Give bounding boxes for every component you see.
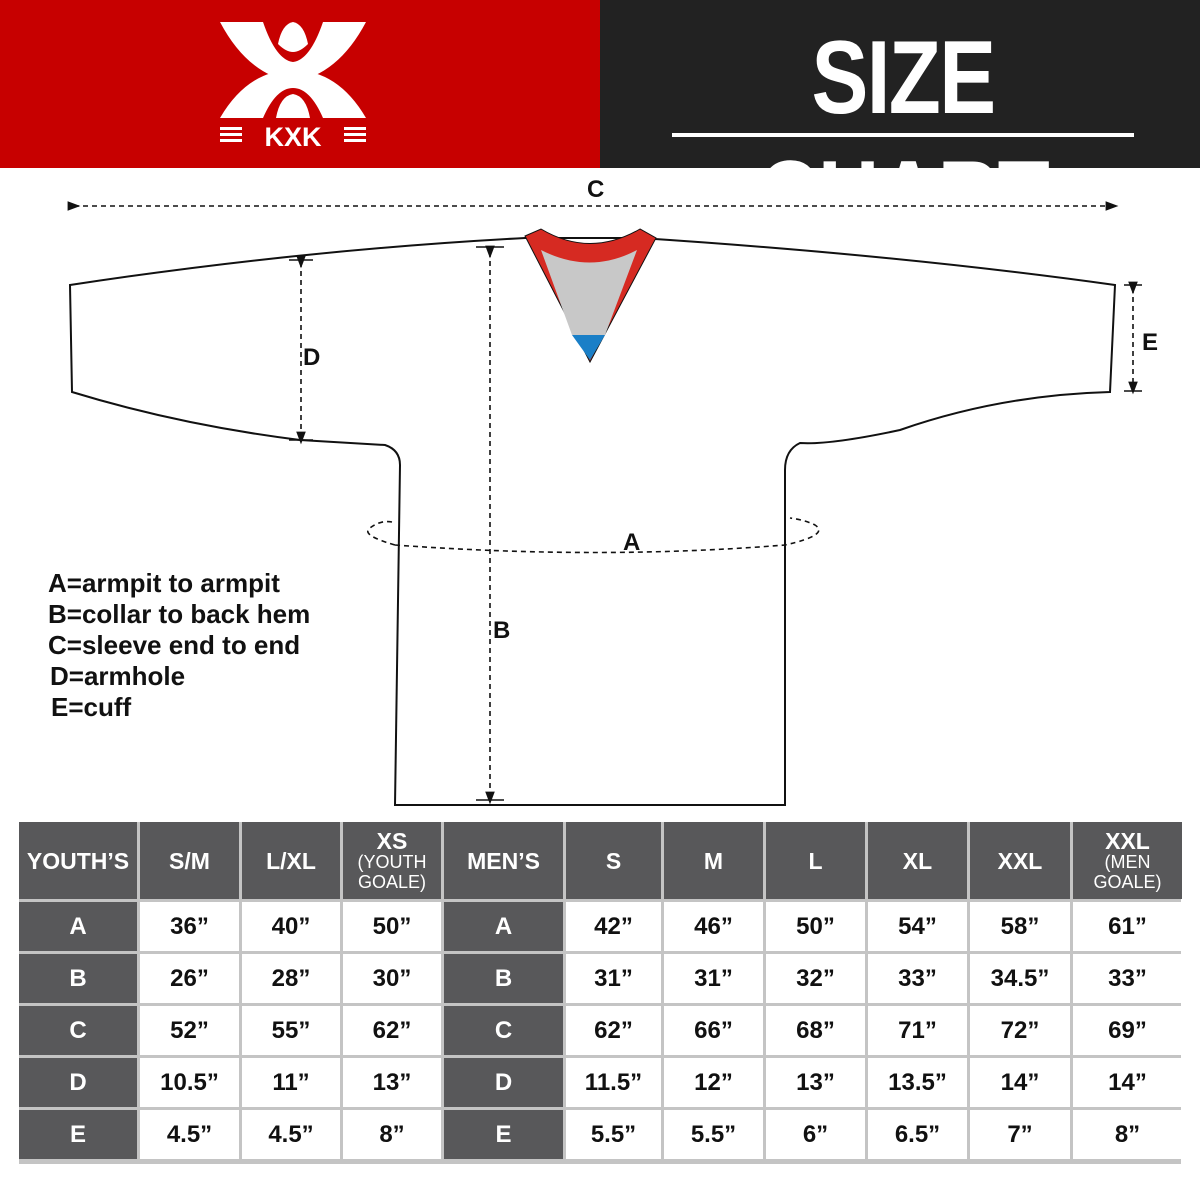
table-cell: 11.5” (566, 1058, 661, 1107)
table-row: D 10.5” 11” 13” D 11.5” 12” 13” 13.5” 14” 14” (19, 1058, 1182, 1107)
size-table: YOUTH’S S/M L/XL XS (YOUTH GOALE) MEN’S S … (16, 819, 1185, 1162)
logo-text: KXK (264, 122, 322, 150)
table-cell: 52” (140, 1006, 239, 1055)
table-cell: 30” (343, 954, 441, 1003)
table-row: B 26” 28” 30” B 31” 31” 32” 33” 34.5” 33” (19, 954, 1182, 1003)
header-title-panel (600, 0, 1200, 168)
table-cell: 11” (242, 1058, 340, 1107)
table-cell: 28” (242, 954, 340, 1003)
table-cell: 6.5” (868, 1110, 967, 1159)
table-cell: 55” (242, 1006, 340, 1055)
table-cell: 50” (766, 902, 865, 951)
collar-tip (572, 335, 605, 360)
table-cell: 31” (566, 954, 661, 1003)
table-row: A 36” 40” 50” A 42” 46” 50” 54” 58” 61” (19, 902, 1182, 951)
table-cell: 6” (766, 1110, 865, 1159)
row-label-youth: B (19, 954, 137, 1003)
measurement-legend: A=armpit to armpit B=collar to back hem … (48, 568, 310, 723)
table-cell: 36” (140, 902, 239, 951)
label-c: C (587, 176, 605, 203)
table-cell: 33” (868, 954, 967, 1003)
col-header: XXL (MEN GOALE) (1073, 822, 1182, 899)
table-cell: 61” (1073, 902, 1182, 951)
table-cell: 58” (970, 902, 1070, 951)
table-cell: 5.5” (664, 1110, 763, 1159)
measure-a-line (367, 517, 820, 554)
page-title: SIZE CHART (757, 20, 1050, 256)
jersey-diagram (67, 201, 1142, 806)
col-header: L (766, 822, 865, 899)
legend-item: C=sleeve end to end (48, 630, 301, 660)
kxk-logo: KXK (220, 22, 366, 150)
row-label-men: A (444, 902, 563, 951)
row-label-youth: C (19, 1006, 137, 1055)
collar-inner (541, 250, 637, 335)
youth-header: YOUTH’S (19, 822, 137, 899)
legend-item: A=armpit to armpit (48, 568, 280, 598)
row-label-men: C (444, 1006, 563, 1055)
table-row: E 4.5” 4.5” 8” E 5.5” 5.5” 6” 6.5” 7” 8” (19, 1110, 1182, 1159)
table-cell: 4.5” (242, 1110, 340, 1159)
table-cell: 14” (1073, 1058, 1182, 1107)
table-cell: 8” (343, 1110, 441, 1159)
title-underline (672, 133, 1134, 137)
table-cell: 32” (766, 954, 865, 1003)
table-cell: 10.5” (140, 1058, 239, 1107)
legend-item: B=collar to back hem (48, 599, 311, 629)
table-cell: 13” (766, 1058, 865, 1107)
table-cell: 54” (868, 902, 967, 951)
row-label-men: B (444, 954, 563, 1003)
col-header: XL (868, 822, 967, 899)
col-header: S/M (140, 822, 239, 899)
table-cell: 71” (868, 1006, 967, 1055)
label-e: E (1142, 329, 1159, 356)
label-a: A (623, 529, 641, 556)
label-d: D (303, 344, 321, 371)
legend-item: D=armhole (50, 661, 186, 691)
table-cell: 8” (1073, 1110, 1182, 1159)
table-cell: 14” (970, 1058, 1070, 1107)
col-header: XXL (970, 822, 1070, 899)
table-cell: 62” (343, 1006, 441, 1055)
table-cell: 46” (664, 902, 763, 951)
table-cell: 31” (664, 954, 763, 1003)
table-cell: 13” (343, 1058, 441, 1107)
table-cell: 5.5” (566, 1110, 661, 1159)
table-cell: 40” (242, 902, 340, 951)
col-header: S (566, 822, 661, 899)
row-label-men: E (444, 1110, 563, 1159)
table-row: C 52” 55” 62” C 62” 66” 68” 71” 72” 69” (19, 1006, 1182, 1055)
men-header: MEN’S (444, 822, 563, 899)
table-cell: 50” (343, 902, 441, 951)
table-cell: 69” (1073, 1006, 1182, 1055)
table-cell: 68” (766, 1006, 865, 1055)
legend-item: E=cuff (51, 692, 132, 722)
table-cell: 7” (970, 1110, 1070, 1159)
col-header: XS (YOUTH GOALE) (343, 822, 441, 899)
table-cell: 34.5” (970, 954, 1070, 1003)
table-cell: 26” (140, 954, 239, 1003)
table-cell: 62” (566, 1006, 661, 1055)
table-header-row: YOUTH’S S/M L/XL XS (YOUTH GOALE) MEN’S S … (19, 822, 1182, 899)
col-header: M (664, 822, 763, 899)
table-cell: 4.5” (140, 1110, 239, 1159)
table-cell: 66” (664, 1006, 763, 1055)
table-cell: 12” (664, 1058, 763, 1107)
row-label-men: D (444, 1058, 563, 1107)
col-header: L/XL (242, 822, 340, 899)
table-cell: 42” (566, 902, 661, 951)
row-label-youth: D (19, 1058, 137, 1107)
row-label-youth: A (19, 902, 137, 951)
table-cell: 13.5” (868, 1058, 967, 1107)
jersey-outline (68, 237, 1117, 806)
table-cell: 33” (1073, 954, 1182, 1003)
table-cell: 72” (970, 1006, 1070, 1055)
row-label-youth: E (19, 1110, 137, 1159)
label-b: B (493, 617, 511, 644)
